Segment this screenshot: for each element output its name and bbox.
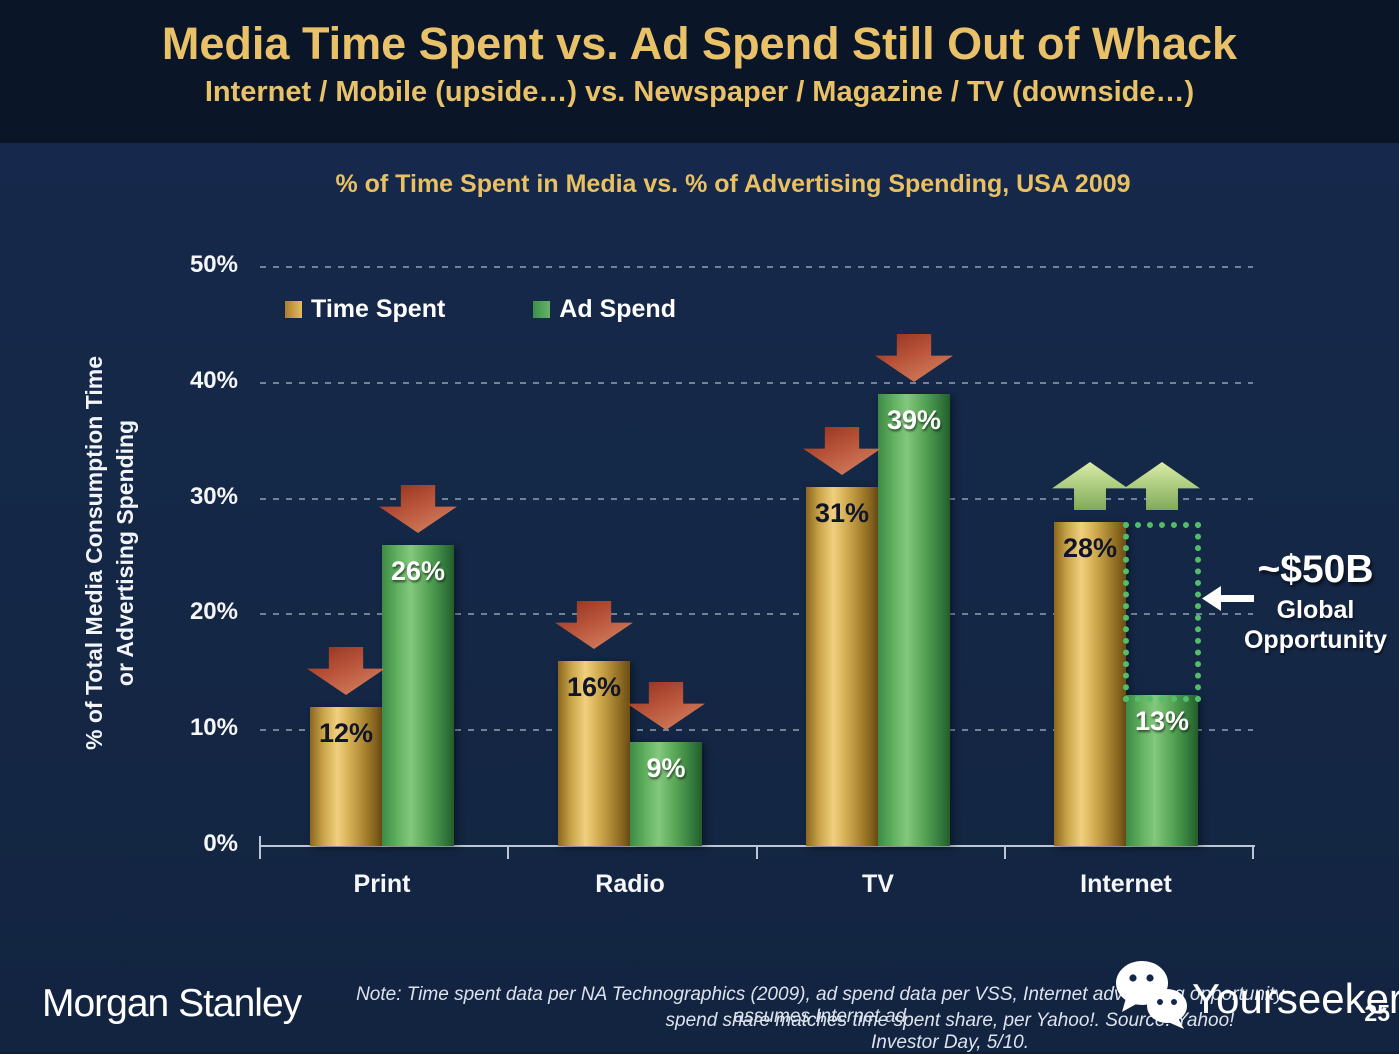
x-axis-tick [507, 846, 509, 859]
slide-title: Media Time Spent vs. Ad Spend Still Out … [161, 18, 1238, 69]
bar-label-print-time-spent: 12% [318, 718, 374, 748]
source-note-line1: Note: Time spent data per NA Technograph… [356, 984, 1284, 1027]
watermark: Yourseeker [1112, 960, 1399, 1037]
down-arrow-icon-print-time-spent [307, 647, 385, 695]
time-spent-legend-swatch [285, 301, 302, 318]
y-tick-label-20: 20% [189, 598, 238, 625]
x-axis-tick [1252, 846, 1254, 859]
left-arrow-icon [1202, 583, 1254, 620]
category-label-print: Print [353, 870, 411, 898]
bar-internet-time-spent [1054, 522, 1126, 846]
bar-radio-ad-spend [630, 742, 702, 846]
x-axis-tick [756, 846, 758, 859]
bar-label-internet-time-spent: 28% [1062, 533, 1118, 563]
gridline-30 [260, 498, 1253, 500]
gridline-40 [260, 382, 1253, 384]
bar-label-radio-ad-spend: 9% [646, 753, 686, 783]
opportunity-caption-line2: Opportunity [1243, 626, 1388, 654]
y-tick-label-50: 50% [189, 251, 238, 278]
bar-radio-time-spent [558, 661, 630, 846]
y-axis-stub [259, 836, 261, 846]
opportunity-gap-box [1123, 522, 1201, 702]
slide-header: Media Time Spent vs. Ad Spend Still Out … [0, 0, 1399, 143]
time-spent-legend-label: Time Spent [311, 295, 446, 323]
chart-title: % of Time Spent in Media vs. % of Advert… [335, 170, 1131, 198]
y-tick-label-40: 40% [189, 367, 238, 394]
ad-spend-legend-label: Ad Spend [559, 295, 676, 323]
bar-print-ad-spend [382, 545, 454, 846]
gridline-10 [260, 729, 1253, 731]
down-arrow-icon-tv-time-spent [803, 427, 881, 475]
category-label-internet: Internet [1080, 870, 1172, 898]
y-tick-label-0: 0% [203, 830, 238, 857]
slide-subtitle: Internet / Mobile (upside…) vs. Newspape… [204, 76, 1195, 108]
up-arrow-icon-internet-time-spent [1052, 462, 1128, 510]
page-number: 25 [1364, 1000, 1390, 1026]
down-arrow-icon-radio-ad-spend [627, 682, 705, 730]
bar-label-tv-time-spent: 31% [814, 498, 870, 528]
y-axis-title: % of Total Media Consumption Time or Adv… [81, 356, 138, 750]
bar-label-internet-ad-spend: 13% [1134, 706, 1190, 736]
bar-internet-ad-spend [1126, 695, 1198, 846]
down-arrow-icon-print-ad-spend [379, 485, 457, 533]
watermark-text: Yourseeker [1192, 974, 1399, 1022]
bar-label-radio-time-spent: 16% [566, 672, 622, 702]
bar-tv-time-spent [806, 487, 878, 846]
gridline-50 [260, 266, 1253, 268]
morgan-stanley-logo: Morgan Stanley [42, 982, 302, 1025]
bar-tv-ad-spend [878, 394, 950, 846]
bar-print-time-spent [310, 707, 382, 846]
down-arrow-icon-radio-time-spent [555, 601, 633, 649]
x-axis-tick [259, 846, 261, 859]
source-note-line2: spend share matches time spent share, pe… [665, 1010, 1235, 1053]
down-arrow-icon-tv-ad-spend [875, 334, 953, 382]
category-label-tv: TV [862, 870, 894, 898]
category-label-radio: Radio [595, 870, 665, 898]
ad-spend-legend-swatch [533, 301, 551, 318]
y-tick-label-30: 30% [189, 483, 238, 510]
gridline-20 [260, 613, 1253, 615]
chart-legend: Time Spent Ad Spend [285, 295, 676, 324]
opportunity-value: ~$50B [1257, 548, 1374, 591]
up-arrow-icon-internet-ad-spend [1124, 462, 1200, 510]
bar-label-tv-ad-spend: 39% [886, 405, 942, 435]
y-tick-label-10: 10% [189, 714, 238, 741]
x-axis-tick [1004, 846, 1006, 859]
wechat-icon [1112, 960, 1190, 1037]
bar-label-print-ad-spend: 26% [390, 556, 446, 586]
opportunity-caption-line1: Global [1276, 596, 1355, 624]
